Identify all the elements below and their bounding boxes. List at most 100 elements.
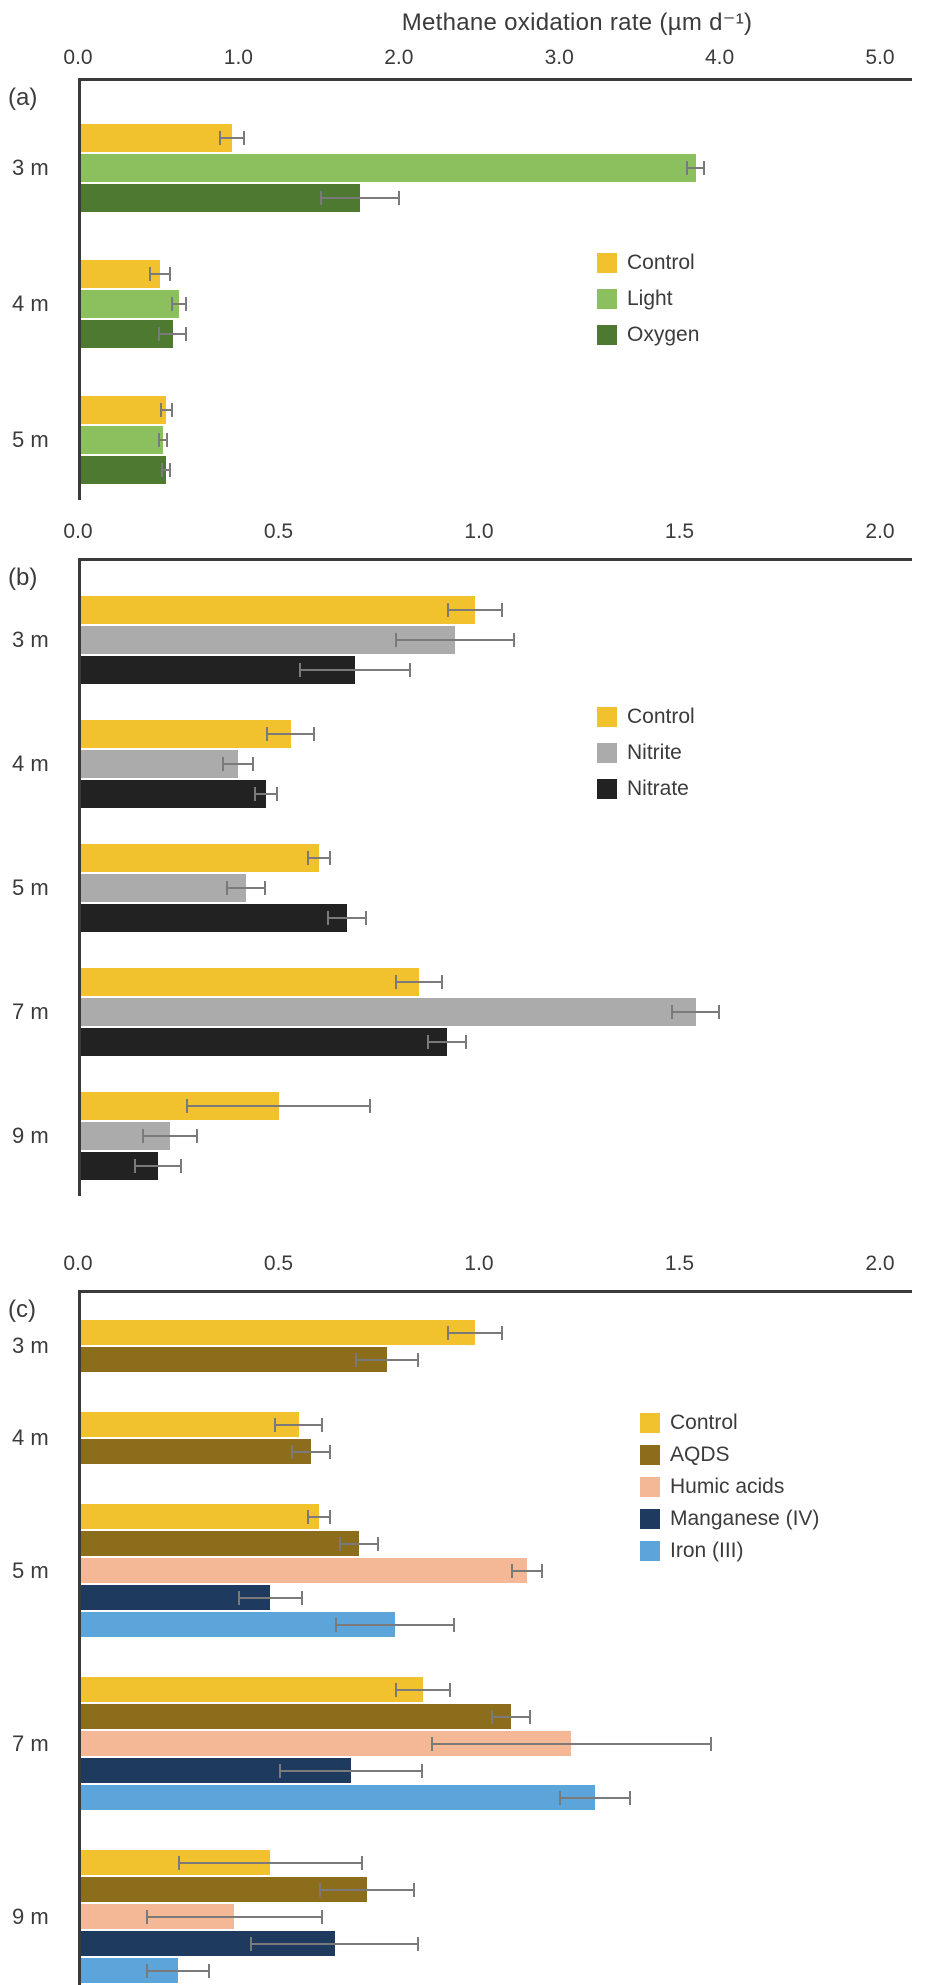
bar-control [78,260,160,288]
error-bar [290,1444,331,1459]
legend-swatch [597,779,617,799]
error-bar [226,881,267,895]
x-axis-line [78,78,912,81]
legend: Control Nitrite Nitrate [597,705,695,814]
error-bar [394,975,444,989]
error-bar [250,1936,420,1951]
x-tick-label: 0.0 [63,1252,93,1275]
bar-nitrate [78,904,347,932]
error-bar [394,633,516,647]
depth-label: 9 m [12,1123,49,1148]
legend-item: Control [597,251,699,274]
error-bar [134,1159,183,1173]
y-axis-line [78,78,81,500]
bar-control [78,844,319,872]
legend-item: Nitrate [597,777,695,800]
legend: Control AQDS Humic acids Manganese (IV) Iron… [640,1411,820,1572]
legend-swatch [597,289,617,309]
panel-label: (c) [8,1296,36,1323]
legend-item: AQDS [640,1443,819,1466]
error-bar [446,1325,504,1340]
error-bar [254,787,279,801]
legend-swatch [640,1477,660,1497]
depth-label: 4 m [12,751,49,776]
x-tick-label: 1.0 [464,520,494,543]
bar-oxygen [78,184,361,212]
x-tick-label: 0.0 [63,520,93,543]
error-bar [161,463,172,477]
error-bar [238,1590,303,1605]
bar-aqds [78,1347,387,1372]
legend-item: Iron (III) [640,1539,819,1562]
legend-label: Manganese (IV) [670,1507,820,1530]
legend-swatch [597,707,617,727]
legend-item: Control [640,1411,819,1434]
error-bar [186,1099,372,1113]
legend-label: Control [670,1411,738,1434]
x-tick-label: 0.5 [263,1252,294,1275]
depth-label: 3 m [12,155,49,180]
depth-label: 4 m [12,1425,49,1450]
x-tick-label: 2.0 [865,520,895,543]
bar-control [78,396,167,424]
x-tick-label: 1.5 [664,1252,695,1275]
x-tick-label: 0.5 [263,520,294,543]
x-axis-line [78,1290,912,1293]
error-bar [354,1352,420,1367]
error-bar [298,663,412,677]
error-bar [338,1536,379,1551]
error-bar [426,1035,468,1049]
error-bar [430,1736,712,1751]
legend-label: Control [627,705,695,728]
error-bar [685,161,706,175]
error-bar [158,327,188,341]
bar-nitrate [78,1028,447,1056]
bar-aqds [78,1704,512,1729]
depth-label: 7 m [12,999,49,1024]
bar-humic-acids [78,1558,528,1583]
legend-item: Nitrite [597,741,695,764]
error-bar [320,191,401,205]
error-bar [306,851,331,865]
error-bar [178,1855,364,1870]
bar-control [78,720,291,748]
error-bar [158,433,168,447]
error-bar [491,1709,532,1724]
legend-swatch [640,1413,660,1433]
legend-swatch [597,253,617,273]
legend-item: Humic acids [640,1475,819,1498]
x-tick-label: 1.0 [223,46,253,69]
error-bar [318,1882,416,1897]
x-tick-label: 5.0 [865,46,895,69]
error-bar [222,757,255,771]
depth-label: 7 m [12,1730,49,1756]
bar-control [78,1320,475,1345]
error-bar [142,1129,199,1143]
depth-label: 3 m [12,627,49,652]
legend-label: AQDS [670,1443,730,1466]
error-bar [671,1005,720,1019]
x-axis-line [78,558,912,561]
panel-label: (b) [8,564,38,591]
depth-label: 4 m [12,291,49,316]
bar-control [78,968,419,996]
legend-label: Control [627,251,695,274]
bar-light [78,290,180,318]
x-tick-label: 2.0 [865,1252,895,1275]
error-bar [306,1509,331,1524]
bar-nitrate [78,780,267,808]
bar-light [78,154,696,182]
error-bar [511,1563,544,1578]
depth-label: 5 m [12,427,49,452]
bar-light [78,426,163,454]
error-bar [171,297,188,311]
legend-swatch [640,1445,660,1465]
error-bar [394,1682,452,1697]
legend-label: Light [627,287,673,310]
error-bar [446,603,504,617]
bar-control [78,1412,299,1437]
bar-control [78,1677,423,1702]
bar-oxygen [78,456,167,484]
legend-item: Light [597,287,699,310]
